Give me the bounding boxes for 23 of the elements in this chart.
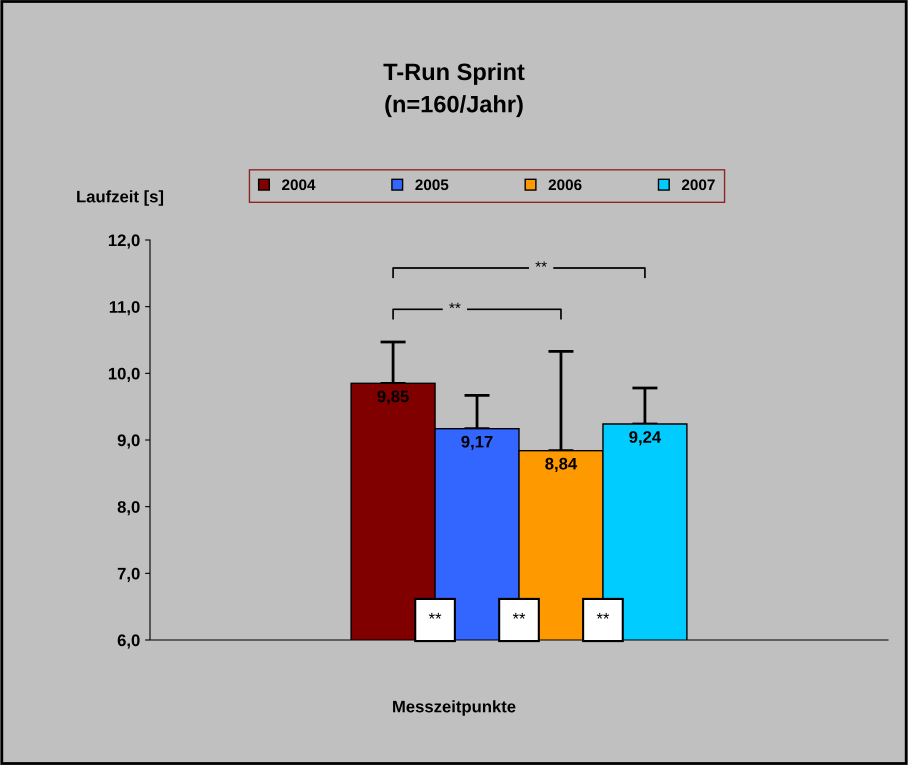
y-tick-label: 11,0 bbox=[110, 301, 140, 316]
annotation: ** bbox=[449, 302, 461, 308]
annotation: ** bbox=[596, 612, 610, 619]
legend-label: 2004 bbox=[282, 179, 316, 190]
annotation: ** bbox=[535, 261, 547, 267]
annotation: ** bbox=[428, 612, 442, 619]
y-tick-label: 12,0 bbox=[108, 234, 140, 249]
data-label: 9,85 bbox=[377, 390, 409, 405]
chart-title: T-Run Sprint (n=160/Jahr) bbox=[383, 62, 525, 118]
y-tick-label: 7,0 bbox=[118, 568, 140, 582]
y-tick-label: 8,0 bbox=[118, 501, 140, 516]
data-label: 8,84 bbox=[545, 458, 578, 472]
y-axis-title: Laufzeit [s] bbox=[77, 190, 164, 206]
y-tick-label: 10,0 bbox=[108, 368, 140, 382]
y-tick-label: 9,0 bbox=[118, 434, 140, 449]
legend-label: 2006 bbox=[548, 179, 582, 190]
annotation: ** bbox=[512, 612, 526, 619]
y-tick-label: 6,0 bbox=[118, 634, 140, 649]
data-label: 9,24 bbox=[629, 431, 662, 446]
legend-label: 2007 bbox=[682, 179, 715, 190]
data-label: 9,17 bbox=[461, 436, 493, 450]
x-axis-title: Messzeitpunkte bbox=[393, 700, 516, 716]
legend-label: 2005 bbox=[415, 179, 448, 190]
